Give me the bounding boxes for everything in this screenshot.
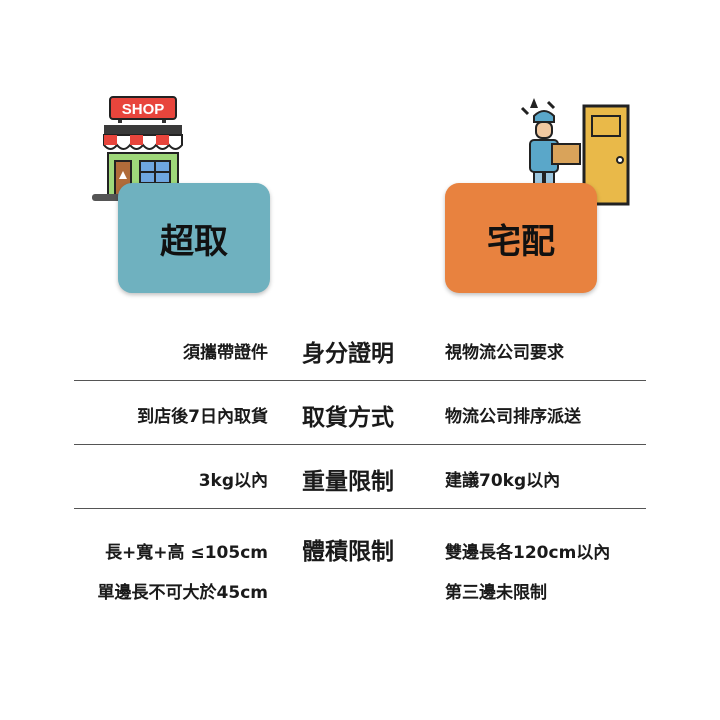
pickup-title: 超取 [160,221,228,262]
divider [74,508,646,509]
row-id-left: 須攜帶證件 [183,343,268,363]
divider [74,444,646,445]
row-weight-right: 建議70kg以內 [445,471,561,491]
row-size-right-2: 第三邊未限制 [445,583,547,603]
divider [74,380,646,381]
row-size-right-1: 雙邊長各120cm以內 [445,543,611,563]
row-size-left-2: 單邊長不可大於45cm [97,583,268,603]
shop-sign-text: SHOP [122,101,165,118]
row-weight-label: 重量限制 [302,469,394,495]
row-pickup-left: 到店後7日內取貨 [137,407,268,427]
row-pickup-right: 物流公司排序派送 [445,407,581,427]
row-size-left-1: 長+寬+高 ≤105cm [105,543,268,563]
row-weight-left: 3kg以內 [198,471,268,491]
row-pickup-label: 取貨方式 [302,405,394,431]
row-size-label: 體積限制 [302,539,394,565]
delivery-title: 宅配 [487,221,555,262]
delivery-card: 宅配 [445,183,597,293]
row-id-label: 身分證明 [302,341,394,367]
pickup-card: 超取 [118,183,270,293]
row-id-right: 視物流公司要求 [445,343,564,363]
